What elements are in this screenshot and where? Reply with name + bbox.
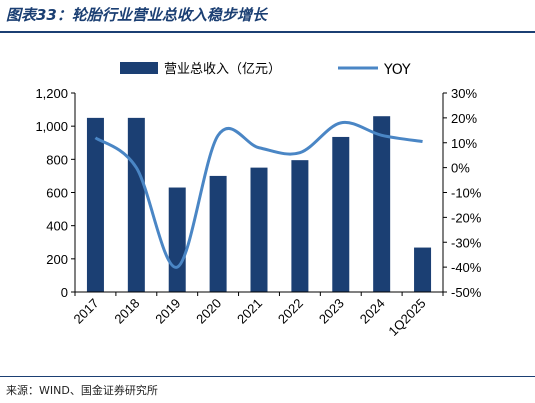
- bar-2024: [373, 116, 391, 292]
- y-right-tick-label: 20%: [451, 111, 477, 126]
- legend-label-revenue: 营业总收入（亿元）: [164, 62, 281, 77]
- x-tick-label: 2021: [234, 296, 265, 327]
- bar-2019: [168, 187, 186, 292]
- yoy-line-path: [94, 120, 423, 269]
- title-divider: [0, 31, 535, 33]
- legend-swatch-revenue: [120, 62, 158, 74]
- x-tick-label: 2022: [275, 296, 306, 327]
- y-right-tick-label: -50%: [451, 285, 482, 300]
- y-left-tick-label: 400: [46, 219, 68, 234]
- x-tick-label: 2023: [316, 296, 347, 327]
- chart-canvas: 营业总收入（亿元） YOY 0 200 400 600 800 1,000 1,200 -50…: [35, 62, 482, 339]
- bar-2017: [86, 117, 104, 292]
- bar-series-revenue: [86, 116, 432, 292]
- y-left-tick-label: 1,000: [35, 119, 68, 134]
- y-left-tick-label: 200: [46, 252, 68, 267]
- y-left-tick-label: 0: [61, 285, 68, 300]
- bar-2023: [332, 136, 350, 292]
- bar-2022: [291, 160, 309, 292]
- x-tick-label: 2024: [357, 296, 388, 327]
- x-tick-label: 2019: [152, 296, 183, 327]
- y-right-tick-label: 30%: [451, 86, 477, 101]
- y-right-tick-label: -30%: [451, 235, 482, 250]
- legend: 营业总收入（亿元） YOY: [120, 62, 411, 78]
- bar-2021: [250, 167, 268, 292]
- source-note: 来源：WIND、国金证券研究所: [6, 384, 158, 397]
- y-left-tick-label: 1,200: [35, 86, 68, 101]
- y-left-tick-label: 800: [46, 152, 68, 167]
- x-tick-label: 2018: [111, 296, 142, 327]
- bar-2020: [209, 175, 227, 292]
- y-right-tick-label: -40%: [451, 260, 482, 275]
- y-left-tick-label: 600: [46, 186, 68, 201]
- y-right-tick-label: 10%: [451, 136, 477, 151]
- legend-label-yoy: YOY: [383, 62, 411, 78]
- y-right-tick-label: 0%: [451, 161, 470, 176]
- y-right-tick-label: -20%: [451, 210, 482, 225]
- line-series-yoy: [94, 120, 423, 269]
- footer-divider: [0, 376, 535, 377]
- x-tick-label: 2020: [193, 296, 224, 327]
- bar-2018: [127, 117, 145, 292]
- bar-1Q2025: [414, 247, 432, 292]
- x-tick-label: 1Q2025: [385, 296, 428, 339]
- y-right-tick-label: -10%: [451, 186, 482, 201]
- chart-title: 图表33：轮胎行业营业总收入稳步增长: [6, 6, 267, 24]
- x-tick-label: 2017: [71, 296, 102, 327]
